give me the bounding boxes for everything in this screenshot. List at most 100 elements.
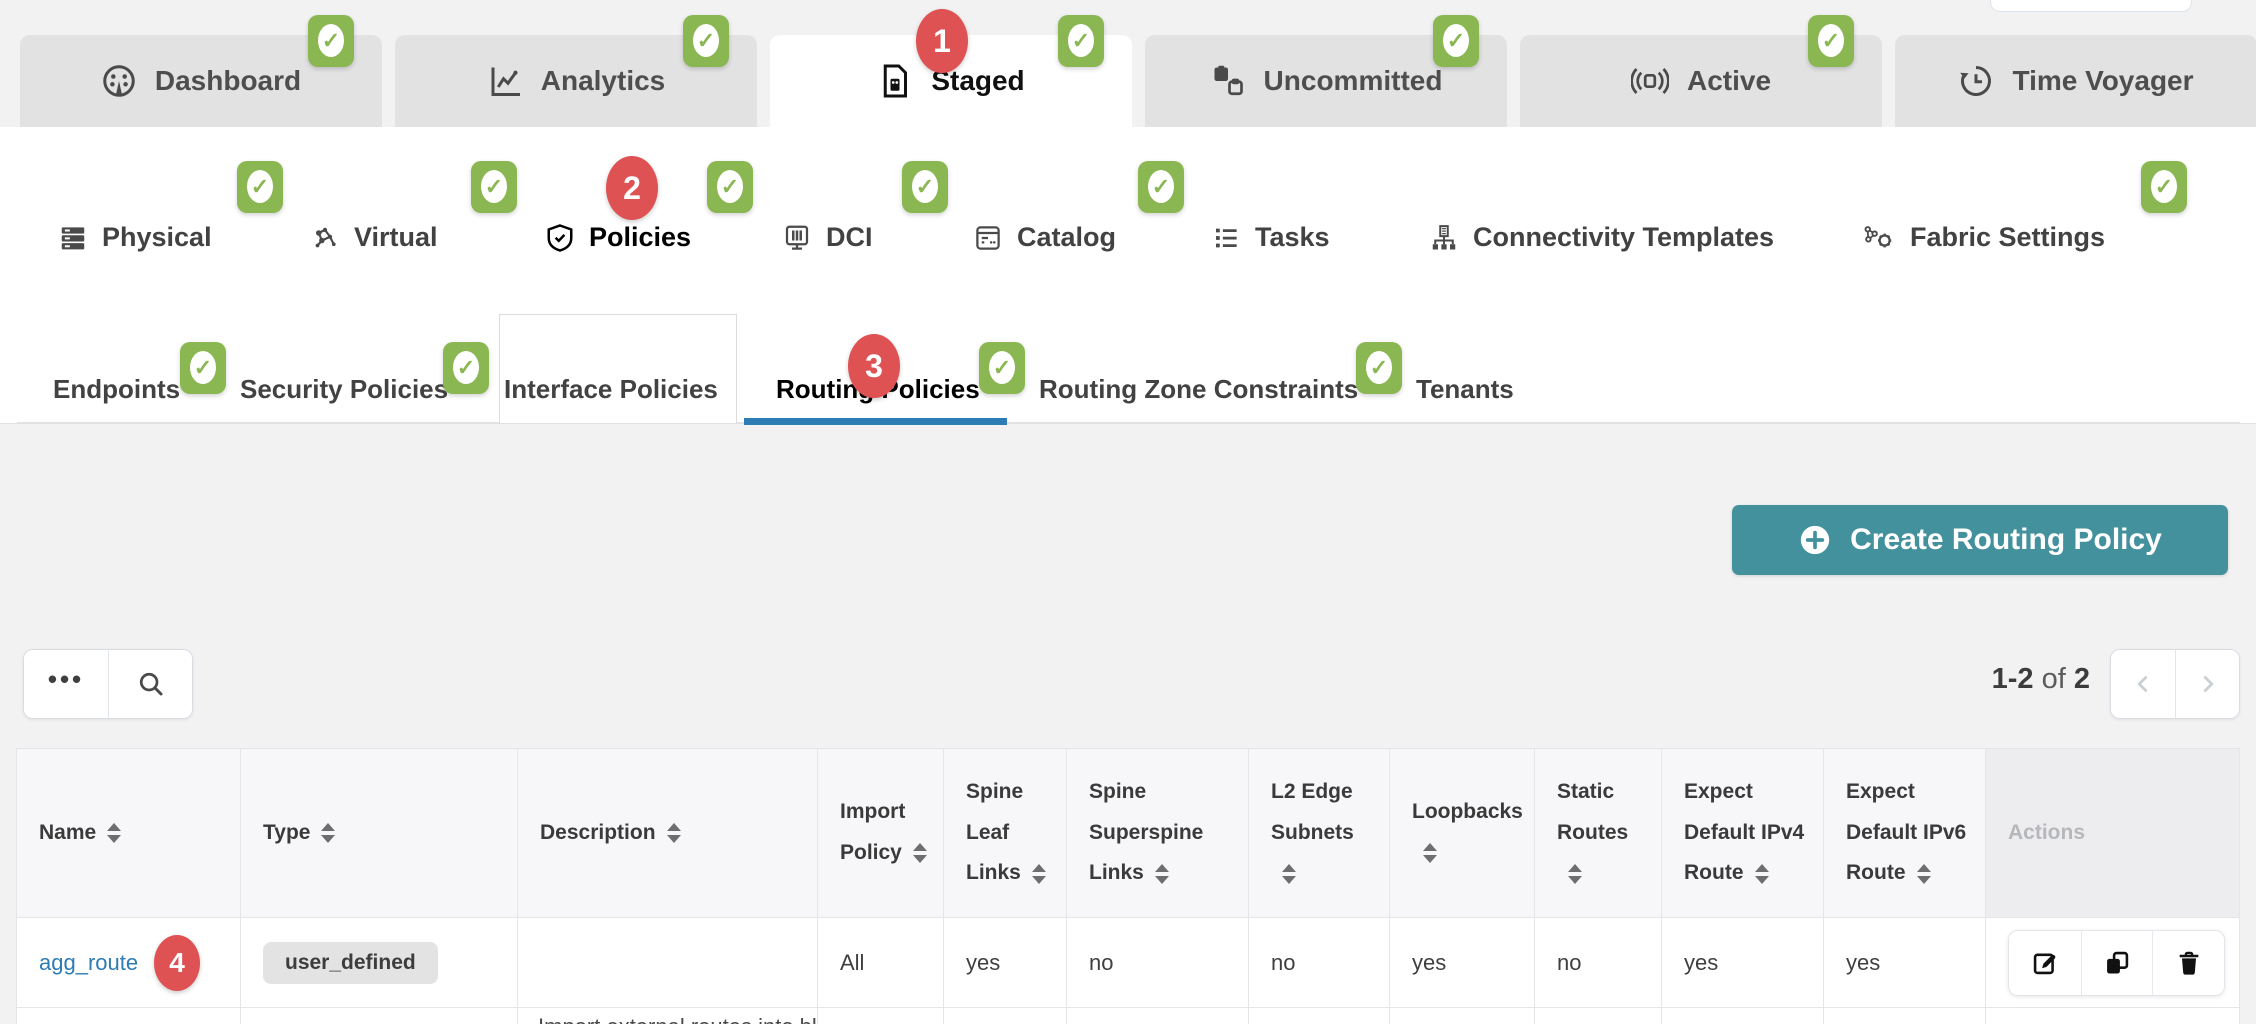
chevron-left-icon [2137,676,2148,692]
description-cell [518,918,818,1008]
tab-tenants[interactable]: Tenants [1416,374,1514,405]
sort-icon[interactable] [1754,863,1769,884]
tab-routing-zone-constraints[interactable]: Routing Zone Constraints [1039,374,1358,405]
sort-icon[interactable] [1568,863,1582,884]
more-options-button[interactable]: ••• [24,650,108,718]
step-4-badge: 4 [154,934,201,991]
topright-partial-box [1990,0,2192,12]
loopbacks-cell: yes [1390,918,1535,1008]
delete-button[interactable] [2152,930,2224,995]
spine-leaf-links-cell: yes [944,918,1067,1008]
l2-edge-subnets-cell: no [1249,918,1390,1008]
column-header-description[interactable]: Description [518,748,818,918]
green-check-icon [237,161,283,213]
sort-icon[interactable] [1916,863,1931,884]
tab-dci[interactable]: DCI [782,222,873,253]
create-routing-policy-button[interactable]: Create Routing Policy [1732,505,2228,575]
copy-icon [2107,951,2129,973]
table-toolbar: ••• [23,649,193,719]
sort-icon[interactable] [666,822,681,843]
green-check-icon [1433,15,1479,67]
column-header-import-policy[interactable]: Import Policy [818,748,944,918]
tab-time-voyager[interactable]: Time Voyager [1895,35,2256,127]
green-check-icon [2141,161,2187,213]
divider [0,423,2256,424]
tab-label: Time Voyager [2012,65,2194,96]
divider [17,422,499,423]
search-icon [139,672,162,696]
table-header-row: Name Type Description Import Policy Spin… [16,748,2240,918]
table-row-agg-route: agg_route 4 user_defined All yes no no y… [16,918,2240,1008]
search-button[interactable] [108,650,192,718]
sort-icon[interactable] [1282,863,1296,884]
edit-icon [2033,953,2056,974]
tab-connectivity-templates[interactable]: Connectivity Templates [1429,222,1774,253]
total-text: 2 [2073,663,2090,695]
tab-active[interactable]: Active [1520,15,1882,127]
green-check-icon [902,161,948,213]
sort-icon[interactable] [321,822,336,843]
actions-cell [1986,918,2240,1008]
sort-icon[interactable] [107,822,122,843]
connectivity-templates-icon [1432,224,1456,249]
sort-icon[interactable] [1154,863,1169,884]
step-2-badge: 2 [606,156,658,220]
of-text: of [2033,663,2074,695]
tab-policies[interactable]: Policies [545,222,691,253]
column-header-type[interactable]: Type [241,748,518,918]
prev-page-button[interactable] [2111,650,2175,718]
button-label: Create Routing Policy [1850,523,2162,556]
analytics-icon [491,67,520,96]
tab-interface-policies[interactable]: Interface Policies [504,374,718,405]
sort-icon[interactable] [912,843,927,864]
tab-fabric-settings[interactable]: Fabric Settings [1862,222,2105,253]
tab-security-policies[interactable]: Security Policies [240,374,448,405]
routing-policy-link[interactable]: agg_route [39,949,139,975]
expect-default-ipv4-cell: yes [1662,918,1824,1008]
column-header-loopbacks[interactable]: Loopbacks [1390,748,1535,918]
column-header-expect-default-ipv6-route[interactable]: Expect Default IPv6 Route [1824,748,1986,918]
tab-analytics[interactable]: Analytics [395,15,757,127]
tab-physical[interactable]: Physical [58,222,212,253]
tab-label: Tasks [1255,222,1330,252]
column-header-name[interactable]: Name [16,748,241,918]
routing-policies-table: Name Type Description Import Policy Spin… [16,748,2240,1024]
green-check-icon [1058,15,1104,67]
column-header-l2-edge-subnets[interactable]: L2 Edge Subnets [1249,748,1390,918]
uncommitted-icon [1214,65,1243,96]
import-policy-cell: All [818,918,944,1008]
column-header-spine-superspine-links[interactable]: Spine Superspine Links [1067,748,1249,918]
range-text: 1-2 [1991,663,2034,695]
edit-button[interactable] [2009,930,2081,995]
type-cell: user_defined [241,918,518,1008]
tab-label: Policies [589,222,692,252]
sort-icon[interactable] [1031,863,1046,884]
dashboard-icon [103,65,135,97]
tab-virtual[interactable]: Virtual [310,222,438,253]
tab-endpoints[interactable]: Endpoints [53,374,180,405]
physical-rack-icon [61,226,85,249]
tab-label: Dashboard [154,65,302,96]
tab-uncommitted[interactable]: Uncommitted [1145,15,1507,127]
tab-label: DCI [826,222,873,252]
column-header-expect-default-ipv4-route[interactable]: Expect Default IPv4 Route [1662,748,1824,918]
tab-dashboard[interactable]: Dashboard [20,15,382,127]
green-check-icon [471,161,517,213]
sort-icon[interactable] [1423,843,1437,864]
tab-staged[interactable]: Staged 1 [770,9,1132,127]
next-page-button[interactable] [2175,650,2239,718]
column-header-spine-leaf-links[interactable]: Spine Leaf Links [944,748,1067,918]
tab-label: Tenants [1416,374,1514,404]
green-check-icon [443,342,489,394]
type-chip: user_defined [263,941,438,984]
policies-shield-icon [547,223,573,252]
column-header-actions: Actions [1986,748,2240,918]
tab-tasks[interactable]: Tasks [1211,222,1330,253]
green-check-icon [1808,15,1854,67]
expect-default-ipv6-cell: yes [1824,918,1986,1008]
green-check-icon [1356,342,1402,394]
column-header-static-routes[interactable]: Static Routes [1535,748,1662,918]
tab-catalog[interactable]: Catalog [973,222,1116,253]
tab-label: Active [1686,65,1772,96]
clone-button[interactable] [2080,930,2153,995]
